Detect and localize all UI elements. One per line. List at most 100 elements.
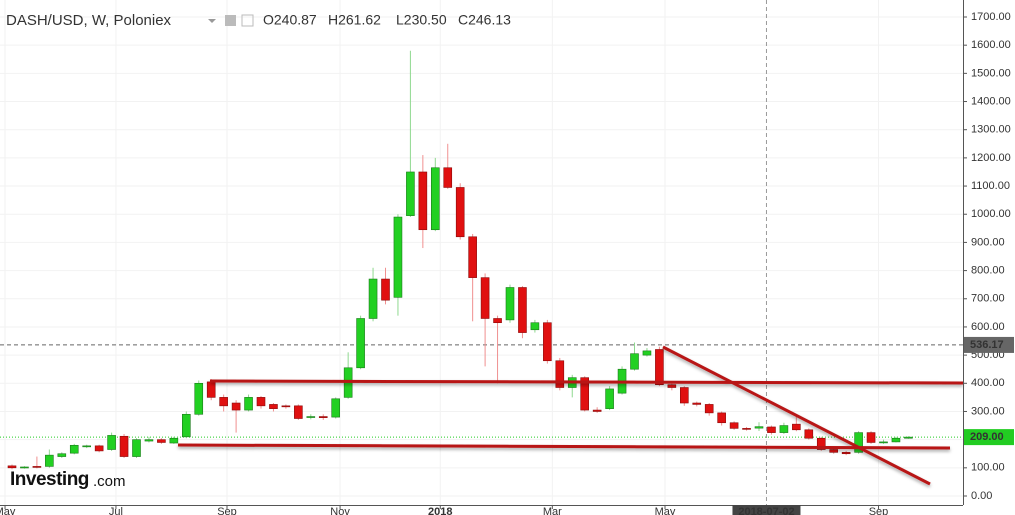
y-tick-label: 0.00 bbox=[971, 490, 992, 502]
candle-body bbox=[779, 425, 789, 433]
candle-body bbox=[318, 416, 328, 418]
y-tick-label: 1400.00 bbox=[971, 95, 1011, 107]
candle-body bbox=[642, 350, 652, 356]
trend-line bbox=[209, 379, 964, 385]
y-tick-label: 1500.00 bbox=[971, 67, 1011, 79]
candle-body bbox=[294, 405, 303, 419]
candle-body bbox=[356, 318, 365, 369]
candle-body bbox=[854, 432, 863, 453]
price-label: 536.17 bbox=[970, 339, 1004, 351]
candle-body bbox=[729, 422, 739, 429]
candle-body bbox=[455, 187, 465, 238]
x-tick-label: May bbox=[0, 506, 16, 515]
candle-body bbox=[368, 278, 378, 319]
y-tick-label: 1600.00 bbox=[971, 39, 1011, 51]
y-tick-label: 1100.00 bbox=[971, 180, 1010, 192]
x-tick-label: Mar bbox=[543, 506, 562, 515]
candle-body bbox=[306, 416, 316, 418]
trend-line bbox=[662, 345, 931, 486]
candle-body bbox=[107, 435, 116, 450]
candle-body bbox=[879, 441, 888, 444]
y-tick-label: 300.00 bbox=[971, 405, 1005, 417]
eye-icon bbox=[225, 15, 236, 26]
candle-body bbox=[157, 439, 166, 443]
candle-body bbox=[418, 171, 428, 231]
candle-body bbox=[704, 404, 714, 414]
candle-body bbox=[144, 439, 154, 442]
candle-body bbox=[816, 437, 826, 450]
trend-line bbox=[177, 443, 951, 450]
dropdown-icon bbox=[208, 19, 216, 23]
open-value: O240.87 bbox=[263, 12, 317, 28]
y-tick-label: 1000.00 bbox=[971, 208, 1011, 220]
candle-body bbox=[630, 353, 639, 370]
candle-body bbox=[194, 382, 204, 415]
x-tick-label: Nov bbox=[330, 506, 350, 515]
candle-body bbox=[32, 466, 42, 468]
y-tick-label: 400.00 bbox=[971, 377, 1005, 389]
crosshair-label: 2018-07-02 bbox=[738, 506, 794, 515]
candle-body bbox=[742, 428, 751, 430]
candle-body bbox=[717, 412, 726, 424]
candle-body bbox=[679, 387, 689, 404]
candle-body bbox=[169, 437, 179, 444]
close-value: C246.13 bbox=[458, 12, 511, 28]
candle-body bbox=[20, 466, 29, 469]
candle-body bbox=[518, 287, 527, 333]
candle-body bbox=[592, 409, 602, 412]
candle-body bbox=[381, 278, 390, 301]
candle-body bbox=[281, 405, 291, 408]
candle-body bbox=[754, 426, 764, 429]
candle-body bbox=[841, 452, 851, 455]
candle-body bbox=[393, 216, 403, 298]
candle-body bbox=[580, 377, 590, 411]
y-tick-label: 800.00 bbox=[971, 264, 1005, 276]
candle-body bbox=[231, 402, 241, 411]
crosshair-label-bg bbox=[732, 505, 801, 515]
candle-body bbox=[82, 445, 91, 448]
candle-body bbox=[219, 397, 228, 407]
y-tick-label: 700.00 bbox=[971, 293, 1005, 305]
candle-body bbox=[406, 171, 415, 216]
low-value: L230.50 bbox=[396, 12, 447, 28]
y-tick-label: 600.00 bbox=[971, 321, 1005, 333]
y-tick-label: 1200.00 bbox=[971, 152, 1011, 164]
y-tick-label: 900.00 bbox=[971, 236, 1005, 248]
candle-body bbox=[804, 429, 814, 439]
candle-body bbox=[530, 322, 540, 331]
candle-body bbox=[605, 388, 614, 409]
candle-body bbox=[655, 349, 664, 386]
candle-body bbox=[119, 435, 129, 457]
candle-body bbox=[132, 439, 141, 457]
x-tick-label: Jul bbox=[109, 506, 123, 515]
candle-body bbox=[891, 437, 901, 443]
candle-body bbox=[505, 287, 515, 321]
candle-body bbox=[331, 398, 341, 418]
x-tick-label: May bbox=[655, 506, 676, 515]
candle-body bbox=[692, 402, 702, 405]
y-tick-label: 1700.00 bbox=[971, 11, 1011, 23]
axes: 0.00100.00200.00300.00400.00500.00600.00… bbox=[0, 11, 1014, 515]
y-tick-label: 1300.00 bbox=[971, 124, 1011, 136]
price-label: 209.00 bbox=[970, 431, 1004, 443]
candle-body bbox=[430, 167, 440, 231]
x-tick-label: Sep bbox=[217, 506, 237, 515]
candle-body bbox=[792, 423, 801, 431]
candle-body bbox=[767, 426, 776, 433]
price-label-bg bbox=[964, 429, 1014, 446]
x-tick-label: Sep bbox=[869, 506, 889, 515]
candle-body bbox=[493, 318, 502, 324]
candle-body bbox=[555, 360, 565, 388]
candle-body bbox=[57, 453, 67, 457]
candle-body bbox=[667, 384, 677, 388]
candle-body bbox=[480, 277, 490, 319]
watermark-brand: Investing bbox=[10, 469, 89, 490]
candle-body bbox=[866, 432, 876, 443]
candle-body bbox=[94, 445, 104, 452]
candle-body bbox=[45, 454, 54, 467]
watermark-suffix: .com bbox=[93, 473, 126, 490]
candle-body bbox=[69, 444, 79, 454]
candle-body bbox=[7, 465, 17, 469]
